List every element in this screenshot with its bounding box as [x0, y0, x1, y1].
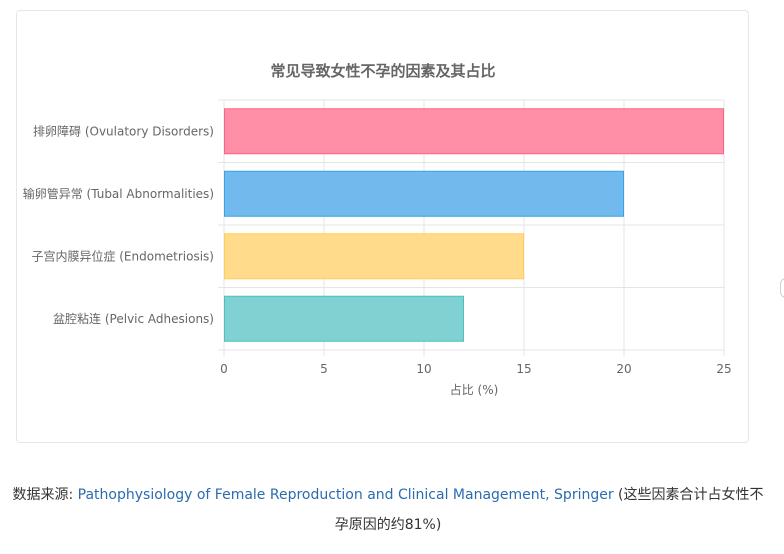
x-tick-label: 20 [616, 362, 631, 376]
source-suffix: (这些因素合计占女性不孕原因的约81%) [334, 487, 764, 533]
bar-chart: 常见导致女性不孕的因素及其占比 排卵障碍 (Ovulatory Disorder… [23, 62, 732, 397]
x-tick-label: 15 [516, 362, 531, 376]
x-axis-title: 占比 (%) [450, 382, 499, 397]
bar-4[interactable] [224, 295, 464, 342]
x-tick-label: 5 [320, 362, 328, 376]
source-link[interactable]: Pathophysiology of Female Reproduction a… [77, 487, 614, 503]
bars [224, 108, 724, 342]
x-tick-label: 10 [416, 362, 431, 376]
bar-3[interactable] [224, 233, 524, 280]
category-label-4: 盆腔粘连 (Pelvic Adhesions) [53, 311, 214, 326]
scroll-handle[interactable] [780, 278, 784, 298]
chart-title: 常见导致女性不孕的因素及其占比 [270, 62, 495, 80]
bar-1[interactable] [224, 108, 724, 155]
bar-2[interactable] [224, 170, 624, 217]
category-label-1: 排卵障碍 (Ovulatory Disorders) [33, 123, 214, 138]
x-tick-label: 0 [220, 362, 228, 376]
x-tick-labels: 0 5 10 15 20 25 [220, 362, 731, 376]
source-prefix: 数据来源: [12, 487, 78, 503]
category-label-3: 子宫内膜异位症 (Endometriosis) [31, 248, 214, 263]
chart-card: 常见导致女性不孕的因素及其占比 排卵障碍 (Ovulatory Disorder… [16, 10, 749, 443]
category-labels: 排卵障碍 (Ovulatory Disorders) 输卵管异常 (Tubal A… [23, 123, 214, 326]
x-tick-label: 25 [716, 362, 731, 376]
source-note: 数据来源: Pathophysiology of Female Reproduc… [8, 480, 768, 540]
category-label-2: 输卵管异常 (Tubal Abnormalities) [23, 186, 214, 201]
